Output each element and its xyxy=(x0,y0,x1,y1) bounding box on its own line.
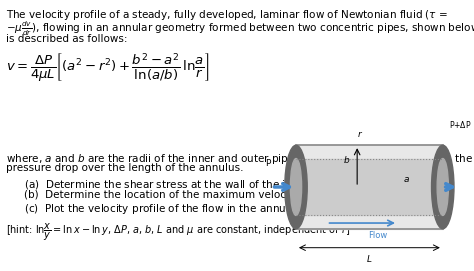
Text: is described as follows:: is described as follows: xyxy=(6,34,128,44)
Text: pressure drop over the length of the annulus.: pressure drop over the length of the ann… xyxy=(6,163,244,173)
Text: a: a xyxy=(404,175,410,184)
Ellipse shape xyxy=(285,145,307,229)
Text: (b)  Determine the location of the maximum velocity.: (b) Determine the location of the maximu… xyxy=(24,190,301,200)
Ellipse shape xyxy=(431,145,454,229)
Text: r: r xyxy=(358,130,362,139)
Ellipse shape xyxy=(291,159,301,215)
Text: [hint: $\mathrm{ln}\dfrac{x}{y} = \mathrm{ln}\,x - \mathrm{ln}\,y$, $\Delta P$, : [hint: $\mathrm{ln}\dfrac{x}{y} = \mathr… xyxy=(6,222,350,243)
Text: where, $a$ and $b$ are the radii of the inner and outer pipe, $L$ is the pipe le: where, $a$ and $b$ are the radii of the … xyxy=(6,152,473,166)
Text: The velocity profile of a steady, fully developed, laminar flow of Newtonian flu: The velocity profile of a steady, fully … xyxy=(6,8,448,22)
Text: $-\mu\frac{dv}{dr}$), flowing in an annular geometry formed between two concentr: $-\mu\frac{dv}{dr}$), flowing in an annu… xyxy=(6,20,474,38)
Text: (c)  Plot the velocity profile of the flow in the annulus, if $a$=2 cm and $b$=1: (c) Plot the velocity profile of the flo… xyxy=(24,202,435,216)
Bar xyxy=(296,159,443,215)
Text: $v = \dfrac{\Delta P}{4\mu L}\left[(a^2 - r^2) + \dfrac{b^2 - a^2}{\mathrm{ln}(a: $v = \dfrac{\Delta P}{4\mu L}\left[(a^2 … xyxy=(6,52,210,84)
Bar xyxy=(296,145,443,229)
Text: Flow: Flow xyxy=(368,231,387,240)
Ellipse shape xyxy=(437,159,448,215)
Text: L: L xyxy=(367,255,372,264)
Text: P+$\Delta$P: P+$\Delta$P xyxy=(449,119,472,130)
Text: P: P xyxy=(265,159,270,168)
Text: b: b xyxy=(343,156,349,165)
Text: (a)  Determine the shear stress at the wall of the inner pipe ($r$=$a$).: (a) Determine the shear stress at the wa… xyxy=(24,178,369,192)
